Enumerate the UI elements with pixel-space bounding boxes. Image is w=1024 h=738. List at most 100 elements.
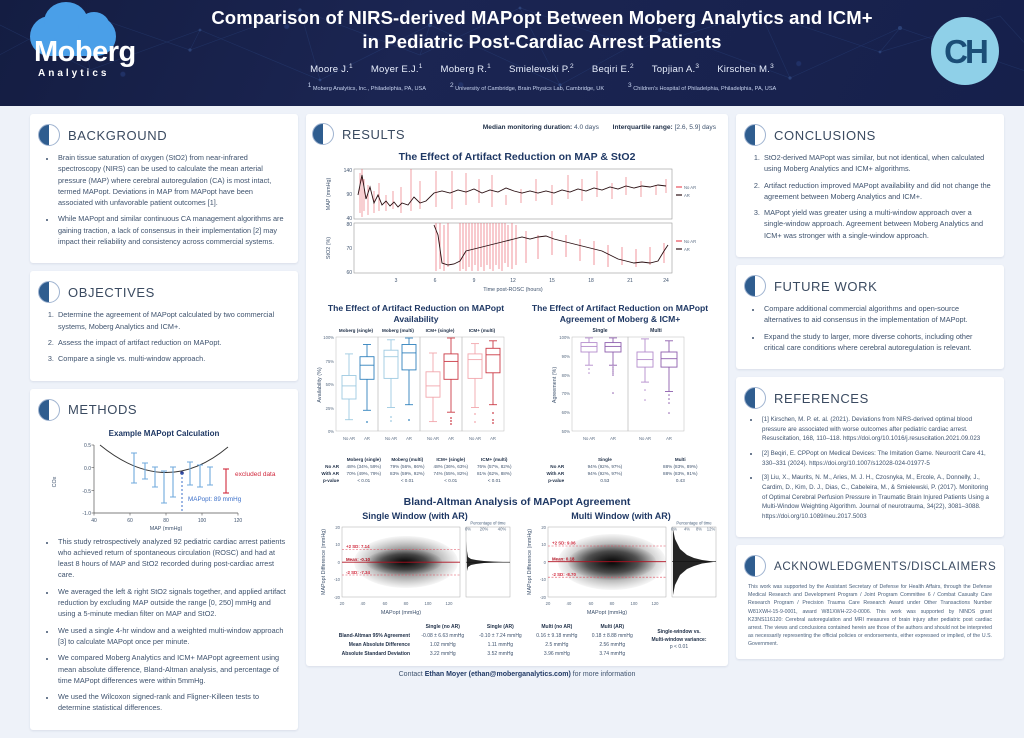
ba-mean-label: Mean: -0.10 xyxy=(346,557,370,562)
list-item: Assess the impact of artifact reduction … xyxy=(56,337,286,348)
mapopt-annotation: MAPopt: 89 mmHg xyxy=(188,496,242,503)
timeseries-legend-map: No AR AR xyxy=(676,185,696,198)
median-duration-label: Median monitoring duration: xyxy=(482,124,573,131)
background-heading: BACKGROUND xyxy=(38,124,286,146)
y-tick: -10 xyxy=(540,577,547,582)
references-section: REFERENCES [1] Kirschen, M. P. et. al. (… xyxy=(736,377,1004,538)
author-affiliation-marker: 3 xyxy=(770,62,774,70)
future-work-section: FUTURE WORK Compare additional commercia… xyxy=(736,265,1004,370)
column-header: ICM+ (single) xyxy=(436,457,466,463)
references-list: [1] Kirschen, M. P. et. al. (2021). Devi… xyxy=(760,415,992,521)
ba-upper-sd-label: +2 SD: 9.06 xyxy=(552,541,576,546)
y-tick: -1.0 xyxy=(82,511,91,517)
cond-label: No AR xyxy=(343,436,355,441)
group-label: Multi xyxy=(650,328,662,334)
cell: 70% (49%, 79%) xyxy=(346,471,382,477)
y-tick: 10 xyxy=(335,542,340,547)
cell: 88% (83%, 89%) xyxy=(663,464,698,470)
list-item: Artifact reduction improved MAPopt avail… xyxy=(762,180,992,203)
row-label: p-value xyxy=(548,478,565,484)
author-name: Smielewski P.2 xyxy=(508,62,574,75)
y-tick: 100% xyxy=(323,335,334,340)
author-affiliation-marker: 1 xyxy=(487,62,491,70)
ba-upper-sd-label: +2 SD: 7.14 xyxy=(346,544,370,549)
legend-label: AR xyxy=(684,193,690,198)
y-axis-label: Agreement (%) xyxy=(552,367,558,403)
cond-label: AR xyxy=(610,436,616,441)
median-duration-value: 4.0 days xyxy=(574,124,599,131)
iqr-label: Interquartile range: xyxy=(612,124,673,131)
cell: 0.53 xyxy=(600,478,610,484)
right-column: CONCLUSIONS StO2-derived MAPopt was simi… xyxy=(736,114,1004,667)
x-axis-label: MAP (mmHg) xyxy=(150,526,183,531)
list-item: Expand the study to larger, more diverse… xyxy=(762,331,992,354)
ba-single-title: Single Window (with AR) xyxy=(362,511,468,522)
future-work-bullets: Compare additional commercial algorithms… xyxy=(762,303,992,353)
cell: 0.18 ± 8.88 mmHg xyxy=(591,632,633,639)
row-label: With AR xyxy=(546,471,565,477)
affiliation: 2 University of Cambridge, Brain Physics… xyxy=(449,82,605,93)
moberg-logo-subtext: Analytics xyxy=(38,68,110,79)
affiliation-list: 1 Moberg Analytics, Inc., Philadelphia, … xyxy=(180,83,904,93)
cell: 3.74 mmHg xyxy=(599,650,626,657)
y-tick: 70 xyxy=(346,246,352,252)
legend-label: AR xyxy=(684,247,690,252)
background-bullets: Brain tissue saturation of oxygen (StO2)… xyxy=(56,152,286,247)
row-label: No AR xyxy=(325,464,340,470)
y-tick: 0.5 xyxy=(84,443,91,449)
footer-contact-link[interactable]: Ethan Moyer (ethan@moberganalytics.com) xyxy=(424,671,571,678)
cell: 3.96 mmHg xyxy=(543,650,570,657)
column-header: Single (AR) xyxy=(486,623,514,630)
list-item: [2] Beqiri, E. CPPopt on Medical Devices… xyxy=(760,449,992,468)
hist-tick: 8% xyxy=(696,527,702,532)
x-tick: 120 xyxy=(652,601,660,606)
middle-column: Median monitoring duration: 4.0 days Int… xyxy=(306,114,728,674)
column-header: Multi (no AR) xyxy=(541,623,573,630)
poster-header: Moberg Analytics Comparison of NIRS-deri… xyxy=(0,0,1024,106)
section-bullet-icon xyxy=(38,124,60,146)
x-tick: 60 xyxy=(589,601,594,606)
cond-label: AR xyxy=(666,436,672,441)
x-tick: 120 xyxy=(446,601,454,606)
cell: 1.02 mmHg xyxy=(429,641,456,648)
list-item: [3] Liu, X., Maurits, N. M., Aries, M. J… xyxy=(760,473,992,521)
x-tick: 40 xyxy=(361,601,366,606)
x-tick: 3 xyxy=(395,278,398,284)
references-title: REFERENCES xyxy=(774,390,869,406)
column-header: Multi (AR) xyxy=(600,623,625,630)
cell: 76% (57%, 82%) xyxy=(477,464,512,470)
author-affiliation-marker: 3 xyxy=(695,62,700,70)
author-name: Moore J.1 xyxy=(310,62,353,75)
mapopt-agreement-boxplot: Single Multi 100% 90% 80% 70% 60% xyxy=(552,328,685,441)
poster-body: BACKGROUND Brain tissue saturation of ox… xyxy=(0,106,1024,730)
cond-label: AR xyxy=(490,436,496,441)
cell: 0.43 xyxy=(675,478,685,484)
methods-heading: METHODS xyxy=(38,398,286,421)
acknowledgments-section: ACKNOWLEDGMENTS/DISCLAIMERS This work wa… xyxy=(736,545,1004,659)
column-header: Multi xyxy=(674,457,686,463)
cloud-icon xyxy=(30,2,116,56)
list-item: StO2-derived MAPopt was similar, but not… xyxy=(762,152,992,175)
cell: 48% (36%, 63%) xyxy=(433,464,468,470)
references-heading: REFERENCES xyxy=(744,387,992,410)
legend-label: No AR xyxy=(684,239,696,244)
x-axis-label: MAPopt (mmHg) xyxy=(381,610,421,616)
cell: < 0.01 xyxy=(400,478,414,484)
iqr-value: [2.6, 5.9] days xyxy=(674,124,716,131)
author-affiliation-marker: 2 xyxy=(629,62,634,70)
row-label: No AR xyxy=(550,464,565,470)
list-item: While MAPopt and similar continuous CA m… xyxy=(56,213,286,247)
cond-label: No AR xyxy=(639,436,651,441)
ba-lower-sd-label: -2 SD: -7.34 xyxy=(346,570,370,575)
table-header-row: Single Multi xyxy=(522,456,718,463)
y-tick: 20 xyxy=(335,525,340,530)
cell: 2.56 mmHg xyxy=(599,641,626,648)
cell: 3.52 mmHg xyxy=(487,650,514,657)
y-axis-label: COx xyxy=(52,476,58,487)
row-label: p-value xyxy=(322,478,340,484)
row-label: Mean Absolute Difference xyxy=(348,641,410,648)
section-bullet-icon xyxy=(312,123,334,145)
cell: 94% (92%, 97%) xyxy=(587,471,623,477)
example-chart-title: Example MAPopt Calculation xyxy=(109,429,220,438)
table-row: With AR 94% (92%, 97%) 88% (83%, 91%) xyxy=(522,470,718,477)
